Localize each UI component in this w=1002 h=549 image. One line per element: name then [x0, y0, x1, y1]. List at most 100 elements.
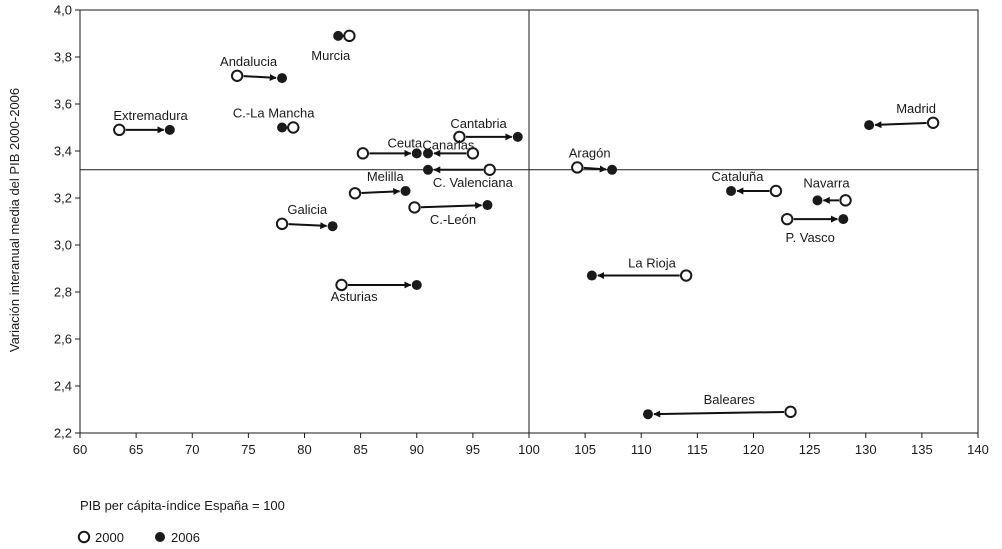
point-2006-c-valenciana: [422, 164, 433, 175]
arrow-madrid: [874, 121, 927, 129]
y-tick-label: 2,8: [54, 285, 72, 300]
point-2000-ceuta: [356, 147, 370, 160]
x-axis-label: PIB per cápita-índice España = 100: [80, 498, 285, 513]
label-murcia: Murcia: [311, 48, 351, 63]
point-2006-c-la-mancha: [277, 122, 288, 133]
point-2000-navarra: [839, 194, 852, 207]
region-c-leon: C.-León: [408, 200, 493, 227]
y-tick-label: 3,0: [54, 238, 72, 253]
point-2006-cataluna: [726, 185, 737, 196]
label-cataluna: Cataluña: [711, 169, 764, 184]
region-cataluna: Cataluña: [711, 169, 783, 198]
x-tick-label: 75: [241, 442, 255, 457]
region-andalucia: Andalucia: [220, 54, 288, 84]
arrow-galicia: [288, 222, 328, 230]
point-2006-baleares: [642, 409, 653, 420]
point-2000-aragon: [571, 161, 584, 174]
x-tick-label: 100: [518, 442, 540, 457]
y-tick-label: 4,0: [54, 3, 72, 18]
legend-marker-2006: [155, 532, 165, 542]
x-tick-label: 85: [353, 442, 367, 457]
y-tick-label: 3,2: [54, 191, 72, 206]
region-aragon: Aragón: [569, 145, 618, 175]
x-tick-label: 125: [799, 442, 821, 457]
region-c-valenciana: C. Valenciana: [422, 163, 514, 190]
point-2000-c-la-mancha: [287, 121, 300, 134]
arrow-c-leon: [420, 201, 483, 209]
label-la-rioja: La Rioja: [628, 256, 676, 271]
region-c-la-mancha: C.-La Mancha: [233, 106, 315, 134]
point-2006-andalucia: [277, 73, 288, 84]
label-navarra: Navarra: [803, 175, 850, 190]
point-2000-extremadura: [113, 123, 126, 137]
point-2000-la-rioja: [679, 269, 693, 282]
point-2006-murcia: [333, 30, 344, 41]
x-tick-label: 120: [743, 442, 765, 457]
label-p-vasco: P. Vasco: [786, 230, 835, 245]
legend-marker-2000: [77, 530, 91, 544]
point-2006-c-leon: [482, 200, 493, 211]
reference-lines: [80, 10, 978, 433]
y-tick-label: 3,6: [54, 97, 72, 112]
point-2006-aragon: [607, 164, 618, 175]
label-c-la-mancha: C.-La Mancha: [233, 106, 315, 121]
label-melilla: Melilla: [367, 169, 405, 184]
label-c-valenciana: C. Valenciana: [433, 175, 514, 190]
point-2000-asturias: [335, 278, 348, 292]
region-asturias: Asturias: [331, 278, 422, 304]
point-2000-cataluna: [769, 184, 783, 198]
region-p-vasco: P. Vasco: [780, 212, 849, 245]
label-aragon: Aragón: [569, 145, 611, 160]
point-2006-asturias: [411, 279, 422, 290]
region-galicia: Galicia: [275, 202, 338, 232]
point-2000-c-leon: [408, 201, 421, 214]
point-2006-la-rioja: [586, 270, 597, 281]
label-ceuta: Ceuta: [387, 135, 422, 150]
point-2006-cantabria: [512, 131, 523, 142]
label-asturias: Asturias: [331, 289, 378, 304]
x-tick-label: 140: [967, 442, 989, 457]
y-tick-label: 3,8: [54, 50, 72, 65]
point-2000-cantabria: [453, 130, 466, 144]
data-marks: Murcia Andalucia Extremadura C.-La Mancha Ca…: [113, 29, 940, 420]
x-tick-label: 105: [574, 442, 596, 457]
y-axis-label: Variación interanual media del PIB 2000-…: [7, 88, 22, 352]
region-la-rioja: La Rioja: [586, 256, 693, 282]
x-tick-label: 95: [466, 442, 480, 457]
x-tick-label: 65: [129, 442, 143, 457]
point-2006-ceuta: [411, 148, 422, 159]
point-2006-navarra: [812, 195, 823, 206]
point-2000-andalucia: [230, 69, 244, 83]
arrow-melilla: [361, 188, 401, 196]
region-ceuta: Ceuta: [356, 135, 423, 160]
y-tick-label: 2,6: [54, 332, 72, 347]
point-2006-madrid: [864, 120, 875, 131]
x-tick-label: 70: [185, 442, 199, 457]
x-tick-label: 80: [297, 442, 311, 457]
y-tick-label: 2,4: [54, 379, 72, 394]
arrow-aragon: [583, 165, 607, 173]
point-2006-p-vasco: [838, 214, 849, 225]
point-2000-p-vasco: [780, 212, 794, 226]
region-murcia: Murcia: [311, 29, 356, 63]
region-cantabria: Cantabria: [450, 116, 523, 144]
x-tick-label: 135: [911, 442, 933, 457]
arrow-baleares: [653, 410, 785, 418]
x-tick-label: 90: [410, 442, 424, 457]
arrow-andalucia: [243, 74, 277, 82]
x-tick-label: 115: [687, 442, 708, 457]
point-2000-baleares: [784, 405, 797, 419]
label-galicia: Galicia: [287, 202, 328, 217]
region-madrid: Madrid: [864, 101, 940, 131]
x-tick-label: 130: [855, 442, 877, 457]
point-2000-c-valenciana: [483, 163, 496, 177]
x-axis: 60 65 70 75 80 85 90 95 100 105 110 115 120 125 130 135…: [73, 433, 989, 457]
region-canarias: Canarias: [422, 137, 480, 160]
y-axis: 2,2 2,4 2,6 2,8 3,0 3,2 3,4 3,6 3,8 4,0: [54, 3, 80, 441]
x-tick-label: 60: [73, 442, 87, 457]
label-cantabria: Cantabria: [450, 116, 507, 131]
label-madrid: Madrid: [896, 101, 936, 116]
label-extremadura: Extremadura: [113, 108, 188, 123]
point-2006-extremadura: [164, 124, 175, 135]
